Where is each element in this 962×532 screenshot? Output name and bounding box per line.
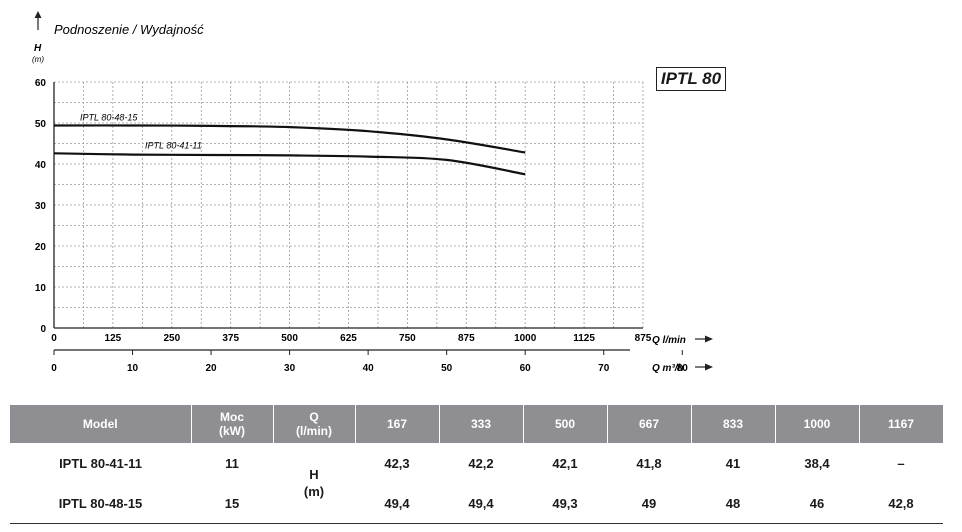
y-tick-label: 20	[35, 242, 47, 253]
x-tick-label: 875	[458, 333, 475, 344]
row-model: IPTL 80-48-15	[10, 483, 191, 524]
row-value: 41,8	[636, 455, 662, 471]
row-value: 48	[691, 483, 775, 524]
row-value: 38,4	[804, 455, 830, 471]
x-tick-label: 0	[51, 333, 57, 344]
x-axis-m3h-label: Q m³/h	[652, 363, 684, 374]
row-model: IPTL 80-41-11	[59, 455, 142, 471]
table-row: IPTL 80-41-11 11 H (m) 42,3 42,2 42,1 41,…	[10, 443, 943, 524]
header-flow-500: 500	[523, 405, 608, 443]
x-tick-label: 875	[635, 333, 652, 344]
header-power: Moc (kW)	[191, 405, 274, 443]
row-value: 49,4	[355, 483, 439, 524]
header-flow-1167: 1167	[859, 405, 944, 443]
header-flow-1000: 1000	[775, 405, 860, 443]
header-flow-833: 833	[691, 405, 776, 443]
row-value: 42,1	[552, 455, 578, 471]
series-line	[53, 124, 526, 154]
h-unit-cell: H (m)	[273, 443, 355, 524]
header-flow-unit: (l/min)	[296, 424, 332, 438]
y-tick-label: 50	[35, 119, 47, 130]
row-value: 49,3	[523, 483, 607, 524]
h-unit-unit: (m)	[303, 484, 325, 499]
x-tick-label: 625	[340, 333, 357, 344]
y-tick-label: 10	[35, 283, 47, 294]
x-tick-label: 750	[399, 333, 416, 344]
model-badge-text: IPTL 80	[660, 69, 722, 88]
row-value: 42,3	[384, 455, 410, 471]
x-tick-label: 1000	[514, 333, 537, 344]
header-power-label: Moc	[220, 410, 244, 424]
header-power-unit: (kW)	[219, 424, 245, 438]
row-power: 15	[191, 483, 273, 524]
header-flow-333: 333	[439, 405, 524, 443]
row-value: 49,4	[439, 483, 523, 524]
x-tick-label: 500	[281, 333, 298, 344]
series-line	[53, 152, 526, 176]
series-label: IPTL 80-41-11	[145, 140, 202, 150]
m3h-tick-label: 80	[677, 363, 689, 374]
x-tick-label: 125	[105, 333, 122, 344]
y-axis-arrowhead-icon	[34, 11, 42, 18]
chart-series: IPTL 80-48-15 IPTL 80-41-11	[53, 112, 526, 176]
y-tick-labels: 0 10 20 30 40 50 60	[35, 78, 47, 335]
table-row: IPTL 80-48-15 15 49,4 49,4 49,3 49 48 46…	[10, 483, 943, 524]
x-tick-labels-lmin: 0 125 250 375 500 625 750 875 1000 1125 875	[51, 333, 652, 344]
m3h-tick-label: 60	[520, 363, 532, 374]
row-value: –	[897, 455, 905, 471]
header-model: Model	[10, 405, 192, 443]
m3h-tick-label: 40	[363, 363, 375, 374]
x-tick-labels-m3h: 0 10 20 30 40 50 60 70 80	[51, 350, 688, 374]
header-flow: Q (l/min)	[273, 405, 356, 443]
series-label: IPTL 80-48-15	[80, 112, 138, 122]
m3h-tick-label: 20	[206, 363, 218, 374]
y-axis-unit: (m)	[32, 55, 44, 64]
y-tick-label: 60	[35, 78, 47, 89]
x-tick-label: 250	[163, 333, 180, 344]
m3h-tick-label: 0	[51, 363, 57, 374]
y-axis-label: H	[34, 43, 42, 54]
y-tick-label: 0	[40, 324, 46, 335]
y-tick-label: 30	[35, 201, 47, 212]
chart-grid	[54, 81, 644, 328]
header-flow-667: 667	[607, 405, 692, 443]
row-value: 41	[725, 455, 741, 471]
header-flow-label: Q	[309, 410, 319, 424]
m3h-arrowhead-icon	[705, 363, 713, 371]
chart-title: Podnoszenie / Wydajność	[54, 22, 204, 37]
table-header-row: Model Moc (kW) Q (l/min) 167 333 500 667 8…	[10, 405, 944, 443]
m3h-tick-label: 50	[441, 363, 453, 374]
model-badge: IPTL 80	[656, 67, 726, 91]
m3h-tick-label: 30	[284, 363, 296, 374]
h-unit-label: H	[309, 467, 319, 482]
header-flow-167: 167	[355, 405, 440, 443]
row-value: 42,8	[859, 483, 943, 524]
row-value: 42,2	[468, 455, 494, 471]
row-value: 49	[607, 483, 691, 524]
m3h-tick-label: 70	[598, 363, 610, 374]
y-tick-label: 40	[35, 160, 47, 171]
x-axis-lmin-label: Q l/min	[652, 335, 686, 346]
row-value: 46	[775, 483, 859, 524]
spec-table: Model Moc (kW) Q (l/min) 167 333 500 667 8…	[10, 405, 944, 524]
x-tick-label: 375	[222, 333, 239, 344]
lmin-arrowhead-icon	[705, 335, 713, 343]
row-power: 11	[225, 455, 239, 471]
x-tick-label: 1125	[573, 333, 595, 344]
m3h-tick-label: 10	[127, 363, 139, 374]
